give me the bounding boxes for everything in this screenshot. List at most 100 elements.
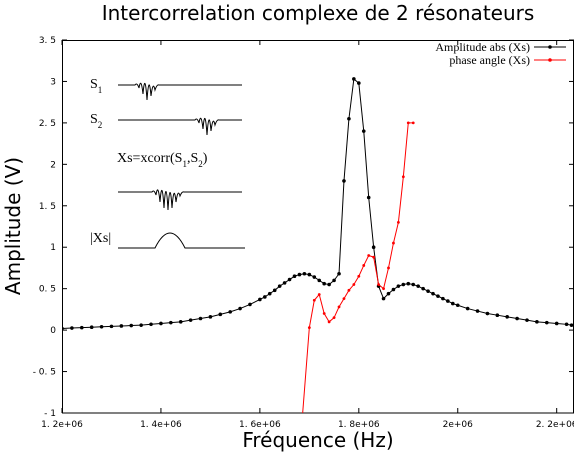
inset-label-part: 2 xyxy=(198,159,203,169)
data-point xyxy=(327,282,331,287)
data-point xyxy=(218,312,223,317)
data-point xyxy=(505,315,510,319)
data-point xyxy=(109,324,114,329)
data-point xyxy=(544,320,549,325)
y-tick-label: 0 xyxy=(50,326,56,336)
data-point xyxy=(129,323,134,328)
x-tick-label: 1. 6e+06 xyxy=(239,420,281,430)
plot-area xyxy=(62,77,574,456)
data-point xyxy=(70,326,74,330)
data-point xyxy=(317,293,321,296)
data-point xyxy=(382,287,385,291)
inset-label: Xs=xcorr(S1,S2) xyxy=(117,151,208,169)
data-point xyxy=(139,323,143,327)
data-point xyxy=(411,282,416,287)
data-point xyxy=(421,286,425,291)
data-point xyxy=(258,297,262,302)
y-axis-label: Amplitude (V) xyxy=(1,157,25,295)
legend-label: Amplitude abs (Xs) xyxy=(435,40,530,54)
data-point xyxy=(362,264,366,267)
data-point xyxy=(515,316,519,321)
inset-label: S1 xyxy=(90,77,102,95)
chart-title: Intercorrelation complexe de 2 résonateu… xyxy=(102,1,535,25)
y-tick-label: 2. 5 xyxy=(39,119,56,129)
data-point xyxy=(371,245,376,250)
data-point xyxy=(342,179,346,183)
inset-label-part: |Xs| xyxy=(90,231,111,246)
data-point xyxy=(426,289,430,293)
data-point xyxy=(535,320,539,324)
x-axis-label: Fréquence (Hz) xyxy=(242,428,393,452)
inset-label-part: ) xyxy=(203,151,208,166)
data-point xyxy=(312,275,317,279)
inset-label-part: S xyxy=(90,77,98,92)
data-point xyxy=(366,195,371,200)
inset-label: |Xs| xyxy=(90,231,111,246)
x-tick-label: 1. 4e+06 xyxy=(140,420,182,430)
data-point xyxy=(169,320,173,325)
series-line xyxy=(62,77,572,329)
data-point xyxy=(381,296,386,301)
x-tick-label: 1. 2e+06 xyxy=(41,420,83,430)
data-point xyxy=(446,299,450,303)
data-point xyxy=(396,284,401,288)
data-point xyxy=(337,305,341,309)
data-point xyxy=(272,288,277,293)
data-point xyxy=(352,77,356,81)
inset-label-part: 1 xyxy=(98,85,103,95)
inset-label-part: S xyxy=(90,112,98,127)
data-point xyxy=(416,284,420,288)
inset-label-part: Xs=xcorr(S xyxy=(117,151,182,166)
data-point xyxy=(263,295,267,299)
data-point xyxy=(149,322,153,327)
data-point xyxy=(337,271,341,276)
y-tick-label: 3. 5 xyxy=(39,36,56,46)
plot-frame xyxy=(62,40,574,414)
inset-waveforms xyxy=(118,82,245,249)
legend-swatch xyxy=(548,58,552,62)
data-point xyxy=(89,325,94,330)
data-point xyxy=(317,278,322,283)
data-point xyxy=(406,121,410,125)
data-point xyxy=(292,274,297,279)
data-point xyxy=(569,323,574,327)
y-tick-label: 1 xyxy=(50,243,56,253)
legend-label: phase angle (Xs) xyxy=(449,53,530,67)
data-point xyxy=(297,272,302,277)
x-tick-label: 2. 2e+06 xyxy=(536,420,574,430)
data-point xyxy=(238,306,242,311)
data-point xyxy=(401,175,405,179)
x-tick-label: 1. 8e+06 xyxy=(338,420,380,430)
data-point xyxy=(198,316,203,321)
data-point xyxy=(386,291,391,296)
data-point xyxy=(188,318,193,322)
data-point xyxy=(267,291,272,296)
x-tick-label: 2e+06 xyxy=(443,420,474,430)
data-point xyxy=(436,294,440,298)
waveform-xcorr xyxy=(118,189,242,211)
inset-label-part: ,S xyxy=(187,151,198,166)
data-point xyxy=(396,220,400,224)
data-point xyxy=(387,266,390,270)
data-point xyxy=(312,298,316,302)
data-point xyxy=(465,306,470,311)
data-point xyxy=(332,316,336,320)
y-tick-label: - 0. 5 xyxy=(33,368,56,378)
data-point xyxy=(99,324,104,329)
data-point xyxy=(322,312,326,315)
inset-label-part: 2 xyxy=(98,120,103,130)
data-point xyxy=(302,271,307,276)
data-point xyxy=(79,325,84,330)
data-point xyxy=(327,320,331,324)
data-point xyxy=(357,81,361,85)
data-point xyxy=(282,281,287,285)
data-point xyxy=(451,301,455,306)
y-tick-label: - 1 xyxy=(44,409,56,419)
data-point xyxy=(332,278,336,283)
data-point xyxy=(298,453,301,456)
data-point xyxy=(485,311,490,316)
data-point xyxy=(208,315,213,319)
data-point xyxy=(367,254,371,257)
y-tick-label: 3 xyxy=(50,77,56,87)
